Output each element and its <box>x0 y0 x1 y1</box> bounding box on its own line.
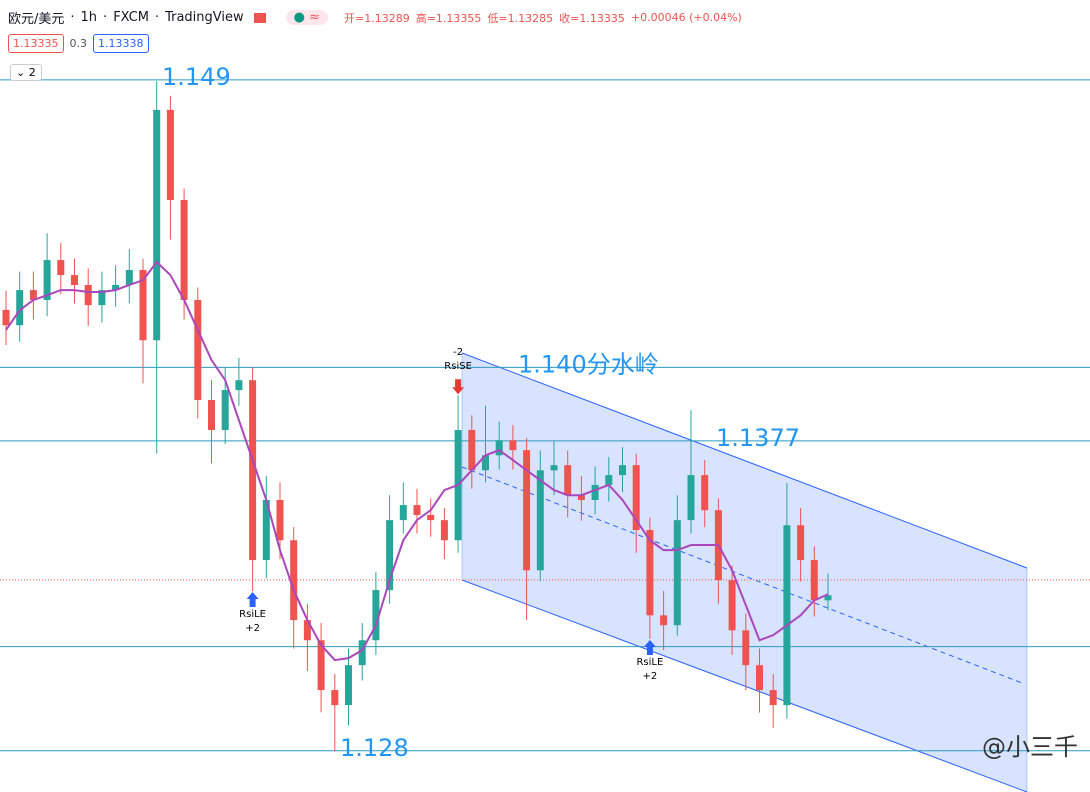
candle-body <box>98 290 106 306</box>
candle-body <box>413 505 421 516</box>
sell-arrow <box>452 379 465 395</box>
candle-body <box>646 530 654 616</box>
indicators-toggle[interactable]: ⌄ 2 <box>10 64 42 81</box>
candle-body <box>345 665 352 706</box>
candle-body <box>440 520 448 541</box>
ask[interactable]: 1.13338 <box>93 34 149 53</box>
candle-body <box>728 580 736 631</box>
status[interactable]: ● ≈ <box>285 10 328 25</box>
candle-body <box>756 665 763 691</box>
candle-body <box>591 484 599 500</box>
level-label: 1.1377 <box>716 424 800 452</box>
bid[interactable]: 1.13335 <box>8 34 64 53</box>
candle-body <box>153 109 161 341</box>
signal-name: RsiSE <box>444 361 472 372</box>
candle-body <box>71 275 78 285</box>
candle-body <box>290 540 298 621</box>
candle-body <box>468 430 476 471</box>
buy-arrow <box>246 592 259 608</box>
candle-body <box>797 525 805 561</box>
candle-body <box>536 470 544 571</box>
signal-qty: +2 <box>643 671 658 682</box>
watermark: @小三千 <box>982 733 1078 761</box>
level-label: 1.140分水岭 <box>518 350 659 378</box>
candle-body <box>769 690 777 706</box>
candle-body <box>57 260 65 276</box>
interval[interactable]: 1h <box>80 10 98 25</box>
candle-body <box>125 269 133 285</box>
candle-body <box>43 260 51 300</box>
signal-qty: +2 <box>245 623 260 634</box>
signal-name: RsiLE <box>239 609 266 620</box>
channel <box>462 353 1027 792</box>
candle-body <box>221 390 229 431</box>
level-label: 1.128 <box>340 734 409 762</box>
spread: 0.3 <box>69 37 88 50</box>
candle-body <box>372 590 380 641</box>
candle-body <box>550 465 558 471</box>
ohlc-change: +0.00046 (+0.04%) <box>630 11 742 24</box>
symbol[interactable]: 欧元/美元 <box>8 12 65 27</box>
candle-body <box>701 475 709 511</box>
candle-body <box>139 269 147 341</box>
candle-body <box>2 309 10 326</box>
level-label: 1.149 <box>162 63 231 91</box>
candle-body <box>495 440 503 456</box>
candle-body <box>303 620 311 641</box>
candle-body <box>317 640 325 691</box>
candle-body <box>427 515 435 521</box>
candle-body <box>523 450 531 571</box>
candle-body <box>509 440 517 451</box>
indicators-count: 2 <box>28 66 36 79</box>
candle-body <box>235 380 243 391</box>
signal-name: RsiLE <box>636 657 663 668</box>
candle-body <box>673 520 681 626</box>
candle-body <box>29 290 37 300</box>
candle-body <box>742 630 750 666</box>
candle-body <box>194 299 202 400</box>
candle-body <box>358 640 366 666</box>
candle-body <box>687 475 695 521</box>
channel-mid <box>461 466 1023 684</box>
quote-row: 1.13335 0.3 1.13338 <box>8 34 149 53</box>
channel-top <box>461 352 1028 569</box>
candle-body <box>180 199 188 300</box>
candle-body <box>84 284 92 306</box>
candle-body <box>276 499 284 541</box>
ohlc-open: 开=1.13289 <box>344 11 410 25</box>
ohlc-low: 低=1.13285 <box>487 11 554 25</box>
candle-body <box>824 595 832 601</box>
source: TradingView <box>165 10 244 25</box>
ohlc-high: 高=1.13355 <box>415 11 482 25</box>
channel-bottom <box>461 579 1028 792</box>
candle-body <box>16 290 24 326</box>
candle-body <box>262 499 270 561</box>
candle-body <box>249 380 257 561</box>
candle-body <box>577 495 585 500</box>
candle-body <box>386 520 394 591</box>
candle-body <box>660 615 668 626</box>
header: 欧元/美元 · 1h · FXCM · TradingView ● ≈ 开=1.132… <box>8 10 742 27</box>
candle-body <box>112 284 120 291</box>
broker: FXCM <box>113 10 149 25</box>
candle-body <box>810 560 818 601</box>
ohlc-close: 收=1.13335 <box>559 11 625 25</box>
candle-body <box>331 690 339 706</box>
candle-body <box>619 465 626 476</box>
buy-arrow <box>643 639 656 655</box>
candle-body <box>564 465 572 496</box>
candle-body <box>605 475 613 485</box>
candle-body <box>783 525 791 706</box>
candle-body <box>482 455 489 471</box>
moving-average <box>5 260 829 662</box>
candle-body <box>632 465 640 531</box>
flag[interactable] <box>253 12 266 23</box>
candle-body <box>208 399 215 431</box>
candle-body <box>399 505 407 521</box>
signal-qty: -2 <box>453 347 463 358</box>
candle-body <box>166 109 174 200</box>
